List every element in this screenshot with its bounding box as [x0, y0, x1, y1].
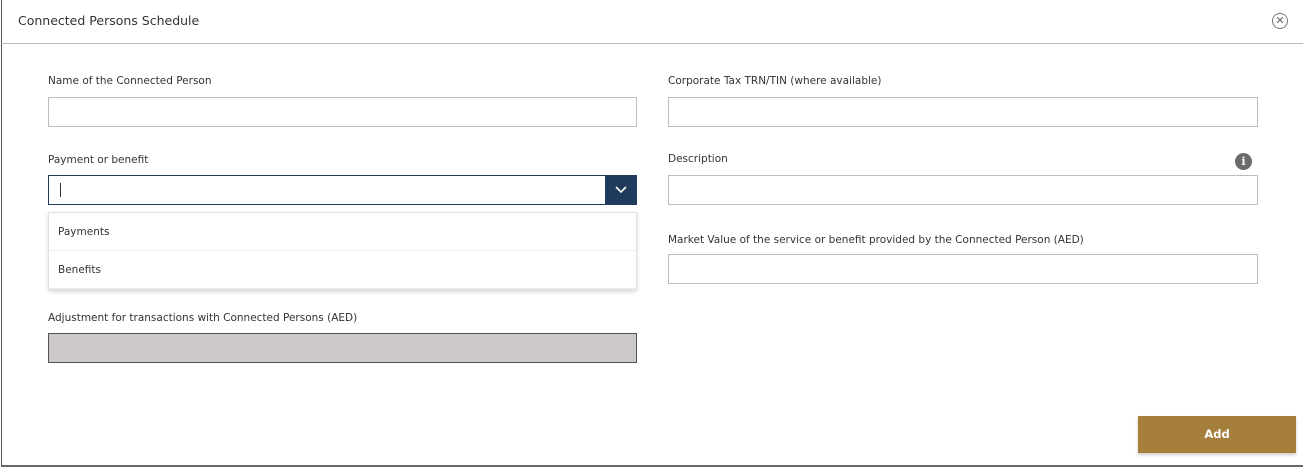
market-value-label: Market Value of the service or benefit p… [668, 234, 1084, 246]
header-divider [1, 43, 1303, 44]
name-input[interactable] [48, 97, 637, 127]
payment-dropdown: Payments Benefits [48, 212, 637, 290]
trn-input[interactable] [668, 97, 1258, 127]
info-icon[interactable]: i [1235, 153, 1252, 170]
description-input[interactable] [668, 175, 1258, 205]
dropdown-option-benefits[interactable]: Benefits [49, 251, 636, 289]
payment-select[interactable] [48, 175, 637, 205]
name-label: Name of the Connected Person [48, 75, 212, 87]
text-cursor [60, 183, 61, 197]
trn-label: Corporate Tax TRN/TIN (where available) [668, 75, 882, 87]
dropdown-toggle-button[interactable] [605, 176, 636, 204]
dialog-title: Connected Persons Schedule [18, 13, 200, 28]
payment-label: Payment or benefit [48, 154, 149, 166]
close-icon[interactable]: ✕ [1272, 13, 1288, 29]
adjustment-label: Adjustment for transactions with Connect… [48, 312, 358, 324]
description-label: Description [668, 153, 728, 165]
chevron-down-icon [614, 186, 627, 194]
adjustment-input [48, 333, 637, 363]
add-button[interactable]: Add [1138, 416, 1296, 453]
market-value-input[interactable] [668, 254, 1258, 284]
dropdown-option-payments[interactable]: Payments [49, 213, 636, 251]
